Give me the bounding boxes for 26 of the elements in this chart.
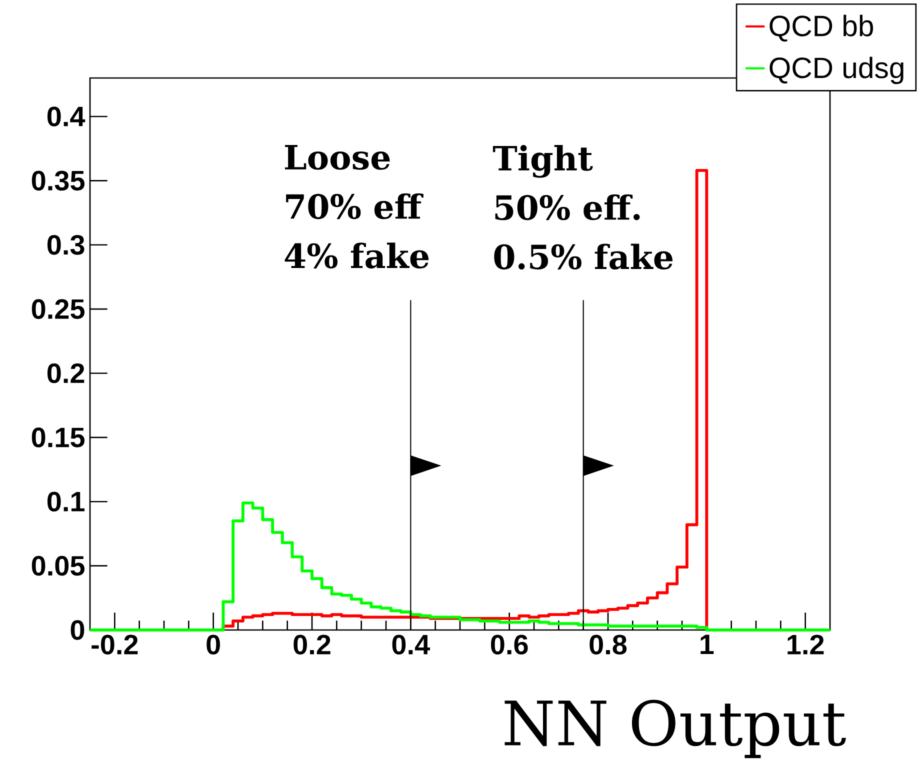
- x-tick-label: -0.2: [92, 634, 138, 655]
- y-tick-label: 0.1: [47, 492, 85, 512]
- x-axis-title: NN Output: [504, 700, 846, 758]
- y-tick-label: 0: [70, 620, 84, 640]
- y-tick-label: 0.35: [32, 170, 84, 191]
- y-tick-label: 0.25: [32, 299, 84, 319]
- x-tick-label: 1.2: [788, 634, 824, 654]
- y-tick-label: 0.3: [47, 234, 84, 255]
- annotation: 70% eff: [286, 193, 424, 220]
- x-tick-label: 0.6: [490, 634, 528, 655]
- annotation: 50% eff.: [495, 194, 640, 220]
- x-tick-label: 0.8: [590, 634, 627, 655]
- annotation: 4% fake: [284, 242, 429, 268]
- annotation: Loose: [284, 145, 390, 170]
- x-tick-label: 0.4: [392, 634, 430, 655]
- annotation: Tight: [492, 145, 593, 178]
- y-tick-label: 0.4: [47, 106, 86, 126]
- x-tick-label: 0.2: [294, 634, 330, 655]
- legend-label: QCD udsg: [770, 56, 904, 84]
- y-tick-label: 0.2: [47, 363, 84, 384]
- y-tick-label: 0.15: [32, 428, 84, 448]
- x-tick-label: 0: [206, 634, 220, 655]
- legend-label: QCD bb: [770, 14, 874, 42]
- x-tick-label: 1: [700, 634, 714, 654]
- y-tick-label: 0.05: [32, 556, 84, 576]
- annotation: 0.5% fake: [494, 244, 673, 270]
